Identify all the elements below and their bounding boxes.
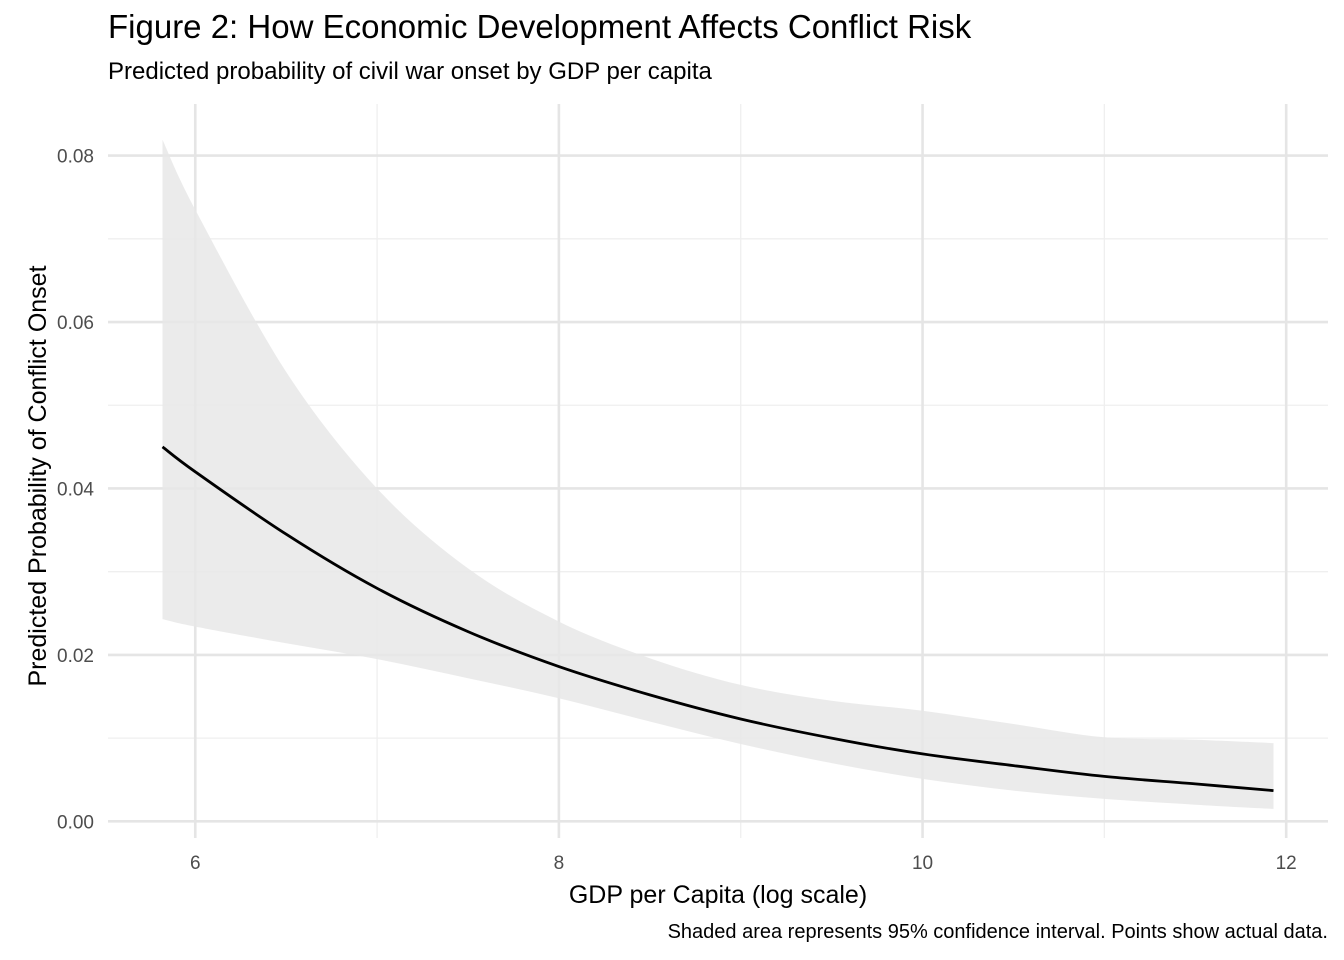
x-axis-title: GDP per Capita (log scale) bbox=[569, 881, 867, 909]
y-axis-title: Predicted Probability of Conflict Onset bbox=[24, 265, 52, 686]
y-axis-ticks: 0.00 0.02 0.04 0.06 0.08 bbox=[57, 147, 94, 834]
y-tick-label: 0.08 bbox=[57, 147, 94, 168]
chart-subtitle: Predicted probability of civil war onset… bbox=[108, 58, 712, 85]
y-tick-label: 0.00 bbox=[57, 812, 94, 833]
x-tick-label: 8 bbox=[554, 853, 565, 874]
x-tick-label: 12 bbox=[1276, 853, 1297, 874]
chart-title: Figure 2: How Economic Development Affec… bbox=[108, 8, 972, 45]
confidence-ribbon bbox=[162, 139, 1274, 809]
y-tick-label: 0.02 bbox=[57, 646, 94, 667]
x-tick-label: 10 bbox=[912, 853, 933, 874]
fit-line bbox=[161, 445, 1274, 792]
x-tick-label: 6 bbox=[190, 853, 201, 874]
chart-caption: Shaded area represents 95% confidence in… bbox=[667, 921, 1328, 943]
y-tick-label: 0.06 bbox=[57, 313, 94, 334]
y-tick-label: 0.04 bbox=[57, 479, 94, 500]
x-axis-ticks: 6 8 10 12 bbox=[190, 853, 1297, 874]
